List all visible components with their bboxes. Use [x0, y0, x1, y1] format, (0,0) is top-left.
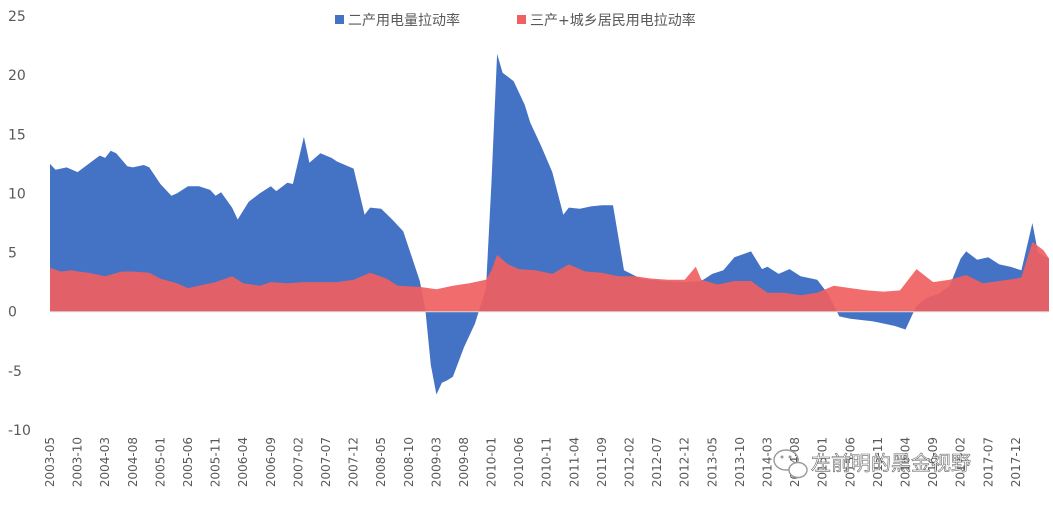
- watermark: 左前明的黑金视野: [773, 449, 971, 479]
- x-tick-label: 2015-11: [871, 437, 885, 487]
- x-tick-label: 2007-12: [347, 437, 361, 487]
- y-tick-label: -5: [8, 364, 22, 380]
- x-tick-label: 2003-10: [71, 437, 85, 487]
- y-tick-label: 10: [8, 186, 26, 202]
- legend-swatch-1: [335, 15, 344, 24]
- y-tick-label: 0: [8, 305, 17, 321]
- x-tick-label: 2012-07: [650, 437, 664, 487]
- x-tick-label: 2011-04: [567, 437, 581, 487]
- plot-area: [50, 53, 1049, 395]
- x-tick-label: 2003-05: [43, 437, 57, 487]
- x-tick-label: 2011-09: [595, 437, 609, 487]
- x-tick-label: 2013-10: [733, 437, 747, 487]
- x-tick-label: 2010-01: [485, 437, 499, 487]
- x-tick-label: 2010-06: [512, 437, 526, 487]
- x-tick-label: 2007-07: [319, 437, 333, 487]
- series-area-1: [50, 53, 1049, 395]
- x-tick-label: 2012-02: [623, 437, 637, 487]
- legend-label-1: 二产用电量拉动率: [348, 12, 460, 29]
- x-tick-label: 2005-11: [209, 437, 223, 487]
- y-tick-label: -10: [8, 423, 31, 439]
- x-tick-label: 2016-09: [926, 437, 940, 487]
- y-tick-label: 5: [8, 246, 17, 262]
- x-tick-label: 2008-10: [402, 437, 416, 487]
- x-tick-label: 2006-04: [236, 437, 250, 487]
- x-tick-label: 2008-05: [374, 437, 388, 487]
- x-tick-label: 2016-04: [898, 437, 912, 487]
- legend-label-2: 三产+城乡居民用电拉动率: [530, 12, 696, 29]
- x-tick-label: 2005-06: [181, 437, 195, 487]
- x-tick-label: 2017-07: [981, 437, 995, 487]
- x-axis: 2003-05 2003-10 2004-03 2004-08 2005-01 2005-…: [43, 437, 1023, 487]
- legend: 二产用电量拉动率 三产+城乡居民用电拉动率: [335, 12, 696, 29]
- x-tick-label: 2006-09: [264, 437, 278, 487]
- x-tick-label: 2012-12: [678, 437, 692, 487]
- y-tick-label: 20: [8, 68, 26, 84]
- x-tick-label: 2004-08: [126, 437, 140, 487]
- x-tick-label: 2015-01: [816, 437, 830, 487]
- x-tick-label: 2017-02: [954, 437, 968, 487]
- x-tick-label: 2015-06: [843, 437, 857, 487]
- x-tick-label: 2005-01: [153, 437, 167, 487]
- y-tick-label: 25: [8, 9, 26, 25]
- x-tick-label: 2004-03: [98, 437, 112, 487]
- y-tick-label: 15: [8, 127, 26, 143]
- wechat-icon: [773, 449, 808, 479]
- y-axis: -10 -5 0 5 10 15 20 25: [8, 9, 31, 439]
- x-tick-label: 2013-05: [705, 437, 719, 487]
- x-tick-label: 2009-08: [457, 437, 471, 487]
- x-tick-label: 2010-11: [540, 437, 554, 487]
- x-tick-label: 2017-12: [1009, 437, 1023, 487]
- watermark-text: 左前明的黑金视野: [811, 451, 971, 475]
- legend-swatch-2: [517, 15, 526, 24]
- series-area-2: [50, 241, 1049, 312]
- x-tick-label: 2009-03: [429, 437, 443, 487]
- x-tick-label: 2014-03: [761, 437, 775, 487]
- x-tick-label: 2007-02: [291, 437, 305, 487]
